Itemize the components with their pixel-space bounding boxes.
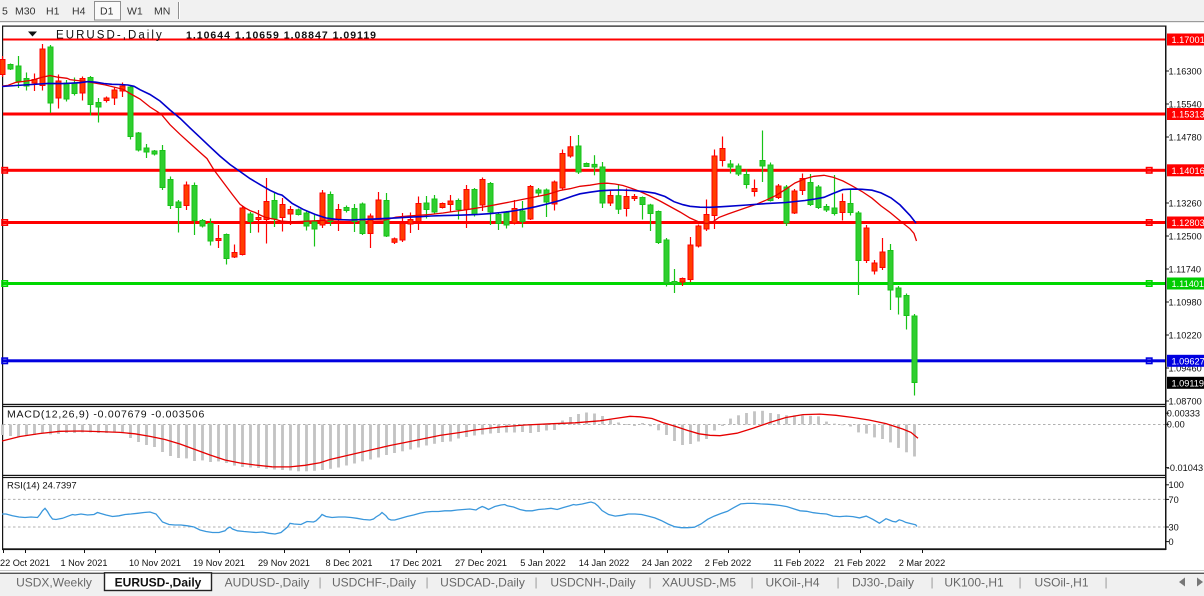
svg-text:1.15313: 1.15313: [1172, 110, 1204, 120]
svg-text:H1: H1: [46, 6, 60, 18]
svg-text:8 Dec 2021: 8 Dec 2021: [326, 558, 373, 568]
svg-text:1.12803: 1.12803: [1172, 218, 1204, 228]
svg-text:|: |: [750, 575, 753, 589]
svg-text:|: |: [930, 575, 933, 589]
svg-text:EURUSD-,Daily: EURUSD-,Daily: [56, 30, 164, 42]
svg-text:H4: H4: [72, 6, 86, 18]
svg-text:1.17001: 1.17001: [1172, 35, 1204, 45]
svg-text:1.11401: 1.11401: [1172, 279, 1204, 289]
svg-text:1.14780: 1.14780: [1169, 132, 1202, 142]
svg-text:1.09119: 1.09119: [1172, 378, 1204, 388]
svg-text:|: |: [648, 575, 651, 589]
svg-text:27 Dec 2021: 27 Dec 2021: [455, 558, 507, 568]
svg-text:17 Dec 2021: 17 Dec 2021: [390, 558, 442, 568]
svg-text:1.10644 1.10659 1.08847 1.0911: 1.10644 1.10659 1.08847 1.09119: [186, 30, 377, 42]
svg-text:USOil-,H1: USOil-,H1: [1034, 576, 1088, 590]
svg-text:DJ30-,Daily: DJ30-,Daily: [852, 576, 914, 590]
svg-text:USDCAD-,Daily: USDCAD-,Daily: [440, 576, 525, 590]
svg-text:D1: D1: [100, 6, 114, 18]
svg-text:0.00: 0.00: [1167, 420, 1185, 430]
svg-text:29 Nov 2021: 29 Nov 2021: [258, 558, 310, 568]
svg-text:5 Jan 2022: 5 Jan 2022: [520, 558, 565, 568]
svg-text:|: |: [318, 575, 321, 589]
svg-text:2 Feb 2022: 2 Feb 2022: [705, 558, 752, 568]
svg-text:1.13260: 1.13260: [1169, 198, 1202, 208]
svg-text:1.08700: 1.08700: [1169, 396, 1202, 406]
svg-text:1.10220: 1.10220: [1169, 330, 1202, 340]
svg-text:100: 100: [1169, 480, 1184, 490]
svg-text:-0.01043: -0.01043: [1167, 463, 1203, 473]
svg-text:UK100-,H1: UK100-,H1: [944, 576, 1004, 590]
svg-text:|: |: [836, 575, 839, 589]
svg-text:2 Mar 2022: 2 Mar 2022: [899, 558, 945, 568]
svg-text:0.00333: 0.00333: [1167, 409, 1200, 419]
svg-text:MACD(12,26,9) -0.007679 -0.003: MACD(12,26,9) -0.007679 -0.003506: [7, 409, 205, 421]
svg-text:AUDUSD-,Daily: AUDUSD-,Daily: [225, 576, 310, 590]
svg-text:70: 70: [1169, 495, 1179, 505]
svg-text:UKOil-,H4: UKOil-,H4: [765, 576, 819, 590]
svg-text:0: 0: [1169, 537, 1174, 547]
svg-text:USDX,Weekly: USDX,Weekly: [16, 576, 92, 590]
svg-text:USDCHF-,Daily: USDCHF-,Daily: [332, 576, 416, 590]
svg-text:XAUUSD-,M5: XAUUSD-,M5: [662, 576, 736, 590]
svg-text:14 Jan 2022: 14 Jan 2022: [579, 558, 630, 568]
svg-text:11 Feb 2022: 11 Feb 2022: [774, 558, 825, 568]
svg-text:MN: MN: [154, 6, 170, 18]
svg-text:M30: M30: [15, 6, 36, 18]
svg-text:1.09627: 1.09627: [1172, 356, 1204, 366]
svg-text:USDCNH-,Daily: USDCNH-,Daily: [550, 576, 635, 590]
svg-text:RSI(14) 24.7397: RSI(14) 24.7397: [7, 481, 77, 492]
svg-text:21 Feb 2022: 21 Feb 2022: [834, 558, 886, 568]
svg-text:1.15540: 1.15540: [1169, 99, 1202, 109]
svg-text:|: |: [1104, 575, 1107, 589]
svg-text:24 Jan 2022: 24 Jan 2022: [642, 558, 693, 568]
svg-text:W1: W1: [127, 6, 143, 18]
svg-text:|: |: [425, 575, 428, 589]
svg-text:1.12500: 1.12500: [1169, 231, 1202, 241]
svg-text:30: 30: [1169, 522, 1179, 532]
svg-text:5: 5: [2, 6, 8, 18]
svg-text:1.14016: 1.14016: [1172, 166, 1204, 176]
svg-text:1.09460: 1.09460: [1169, 363, 1202, 373]
svg-text:|: |: [534, 575, 537, 589]
svg-text:1.10980: 1.10980: [1169, 297, 1202, 307]
svg-text:22 Oct 2021: 22 Oct 2021: [0, 558, 50, 568]
svg-text:1.11740: 1.11740: [1169, 264, 1202, 274]
svg-text:10 Nov 2021: 10 Nov 2021: [129, 558, 181, 568]
svg-text:|: |: [1018, 575, 1021, 589]
svg-text:1.16300: 1.16300: [1169, 66, 1202, 76]
svg-text:1 Nov 2021: 1 Nov 2021: [61, 558, 108, 568]
svg-text:EURUSD-,Daily: EURUSD-,Daily: [115, 576, 202, 590]
svg-text:19 Nov 2021: 19 Nov 2021: [193, 558, 245, 568]
